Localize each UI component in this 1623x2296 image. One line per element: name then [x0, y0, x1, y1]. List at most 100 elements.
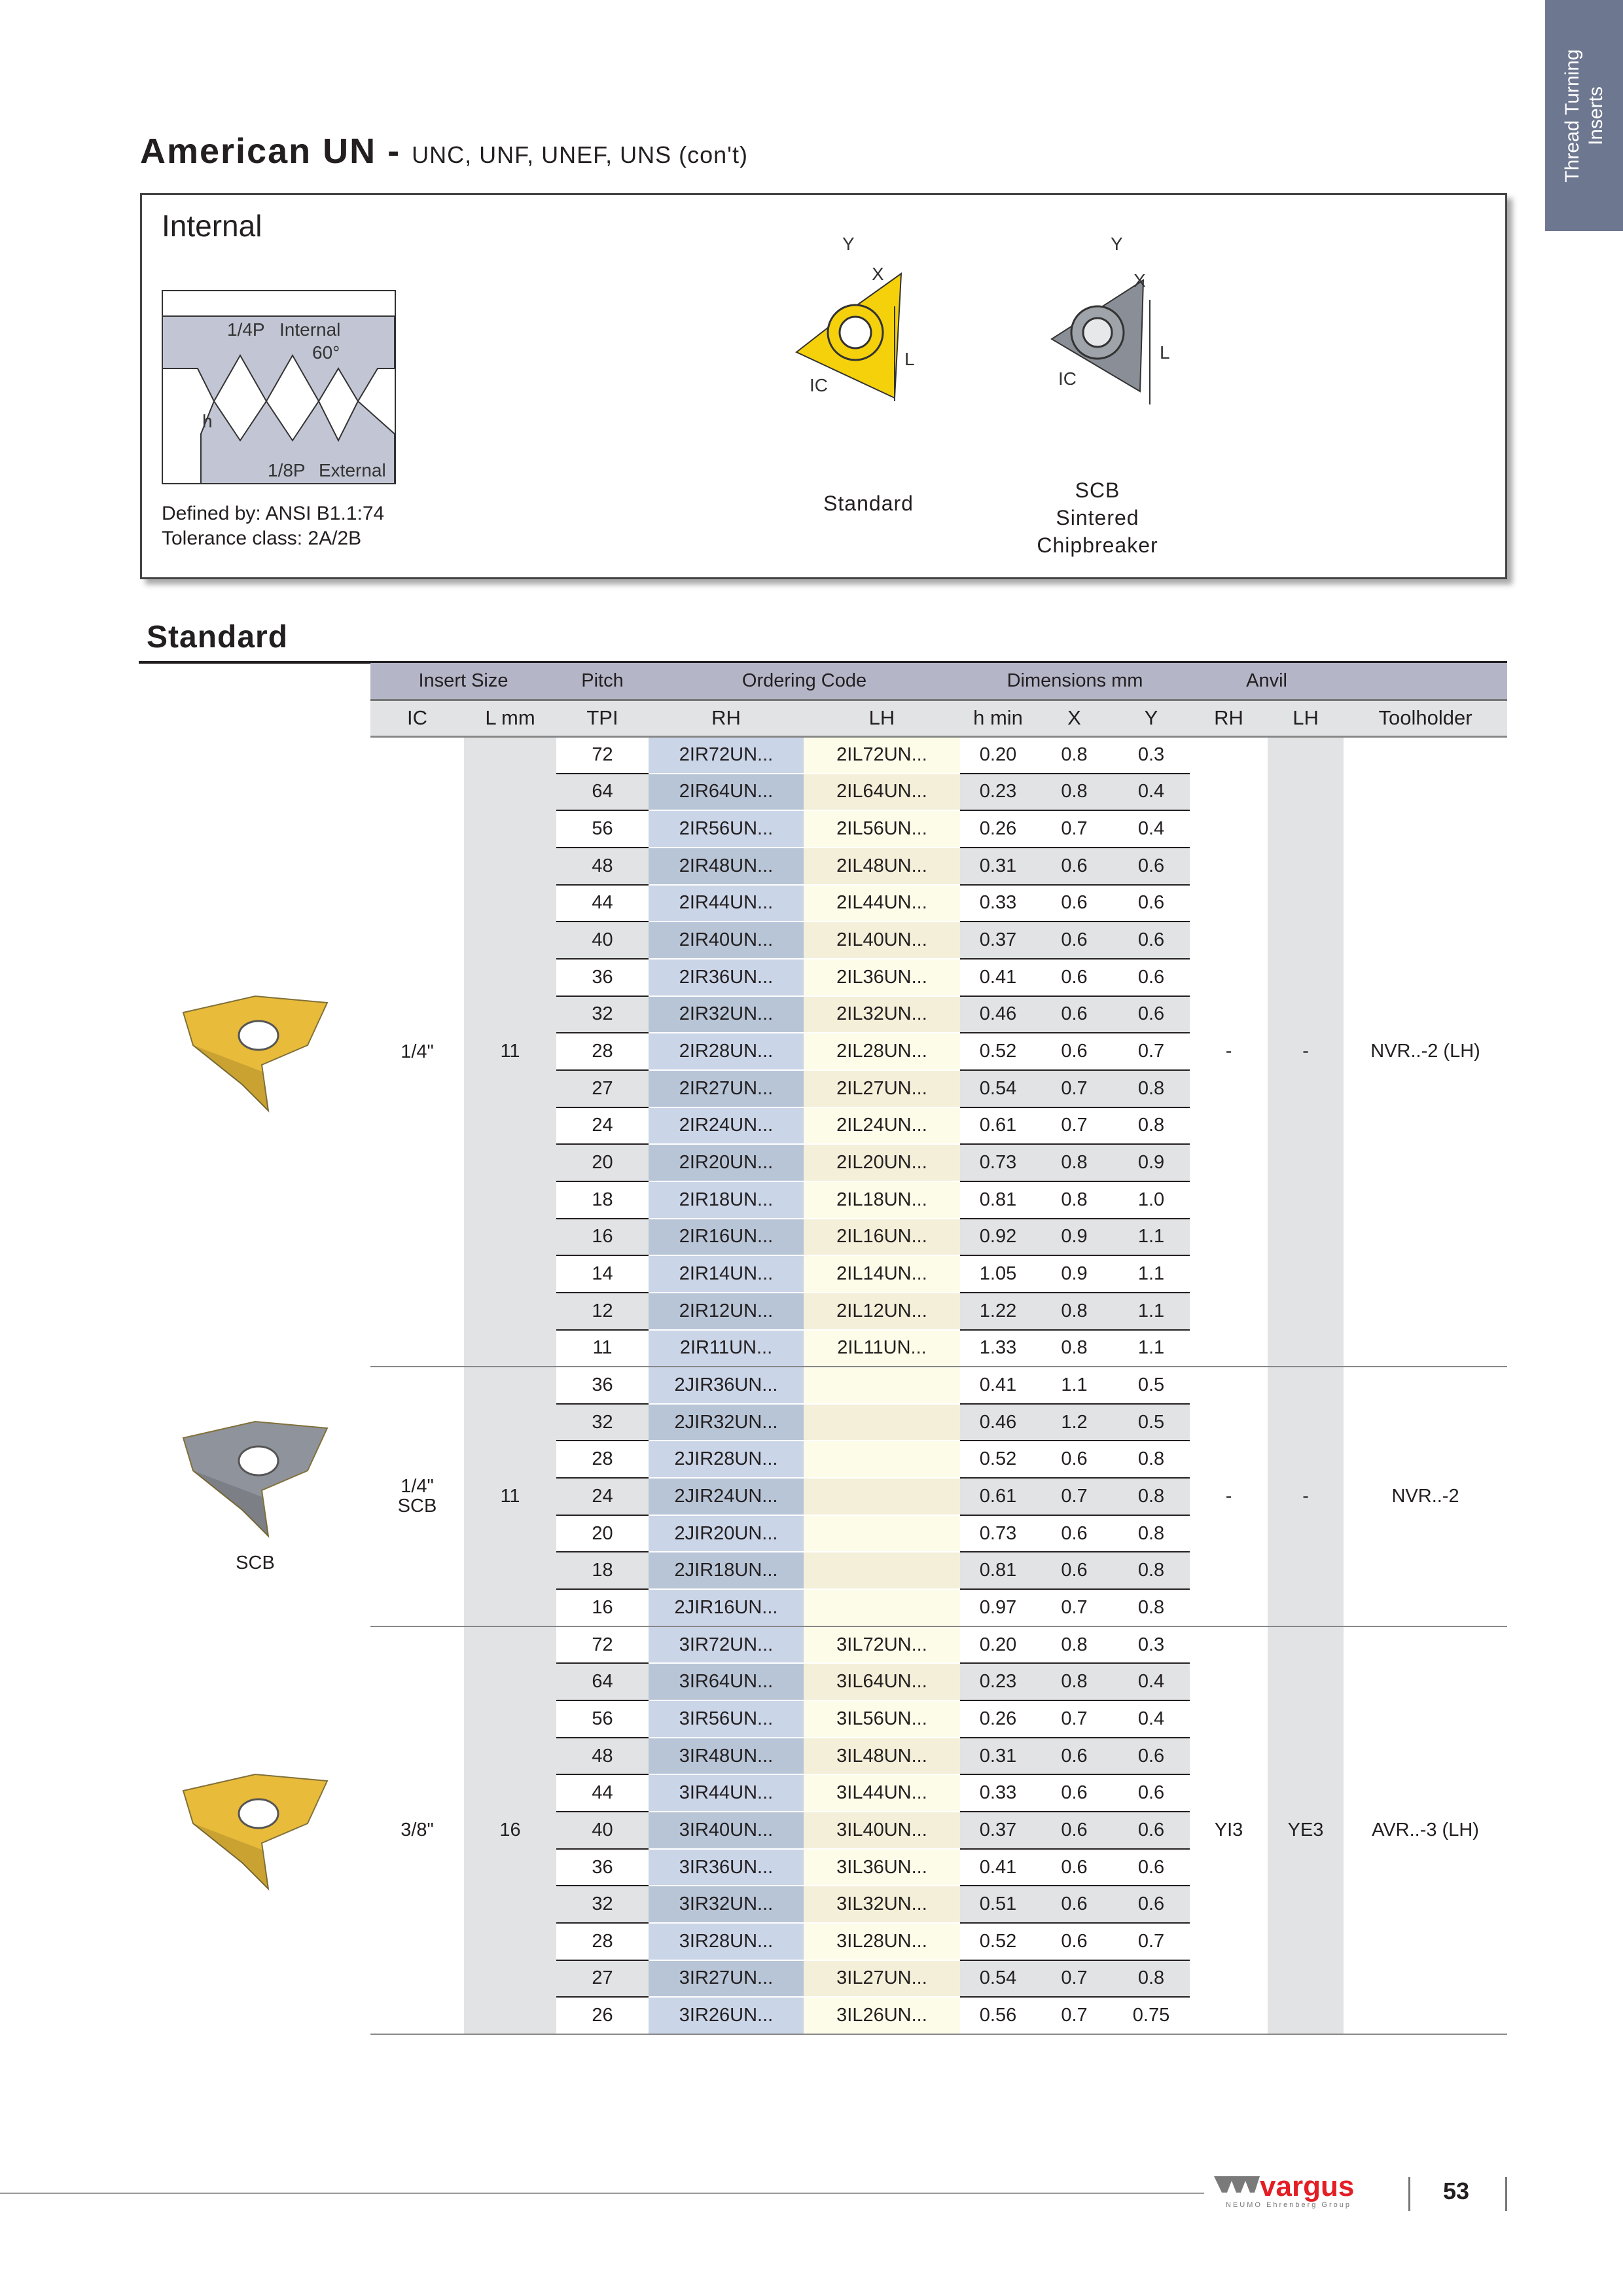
tpi-cell: 64: [556, 1663, 649, 1702]
rh-code-cell: 2IR27UN...: [649, 1069, 804, 1108]
h-min-cell: 0.23: [960, 1663, 1036, 1702]
y-cell: 1.1: [1113, 1218, 1190, 1257]
rh-code-cell: 2IR18UN...: [649, 1181, 804, 1219]
section-tab: Thread Turning Inserts: [1545, 0, 1623, 231]
table-row: 24 2IR24UN... 2IL24UN... 0.61 0.7 0.8: [370, 1107, 1507, 1145]
rh-code-cell: 3IR27UN...: [649, 1960, 804, 1998]
x-cell: 0.8: [1036, 736, 1113, 774]
x-cell: 0.6: [1036, 847, 1113, 886]
x-cell: 0.8: [1036, 1181, 1113, 1219]
table-row: 3/8" 16 72 3IR72UN... 3IL72UN... 0.20 0.8 0.3 YI…: [370, 1625, 1508, 2035]
lh-code-cell: [804, 1366, 960, 1405]
tpi-cell: 40: [556, 922, 649, 960]
tpi-cell: 26: [556, 1997, 649, 2035]
header-insert-size: Insert Size: [370, 663, 556, 701]
lh-code-cell: 3IL44UN...: [804, 1774, 960, 1813]
rh-code-cell: 2IR64UN...: [649, 773, 804, 812]
subheader-tpi: TPI: [556, 700, 649, 738]
rh-code-cell: 2JIR18UN...: [649, 1552, 804, 1590]
tpi-cell: 72: [556, 736, 649, 774]
dim-label-y: Y: [1111, 234, 1123, 254]
x-cell: 0.6: [1036, 1812, 1113, 1850]
h-min-cell: 0.61: [960, 1478, 1036, 1516]
section-divider: [139, 661, 1507, 664]
tolerance-class: Tolerance class: 2A/2B: [162, 528, 362, 549]
tpi-cell: 14: [556, 1255, 649, 1293]
label-external: External: [319, 460, 386, 480]
y-cell: 0.6: [1113, 958, 1190, 997]
y-cell: 0.5: [1113, 1366, 1190, 1405]
insert-image: SCB: [177, 1412, 334, 1574]
subheader-ic: IC: [370, 700, 464, 738]
info-box: Internal 1/4P Internal 60° h 1/8P Extern…: [140, 193, 1507, 579]
table-row: 36 2IR36UN... 2IL36UN... 0.41 0.6 0.6: [370, 958, 1507, 997]
anvil-lh-cell: YE3: [1268, 1625, 1344, 2035]
y-cell: 0.3: [1113, 736, 1190, 774]
table-row: 28 3IR28UN... 3IL28UN... 0.52 0.6 0.7: [370, 1923, 1507, 1961]
subheader-rh: RH: [1190, 700, 1268, 738]
table-row: 18 2IR18UN... 2IL18UN... 0.81 0.8 1.0: [370, 1181, 1507, 1219]
rh-code-cell: 2IR24UN...: [649, 1107, 804, 1145]
x-cell: 0.7: [1036, 1589, 1113, 1627]
x-cell: 0.8: [1036, 1144, 1113, 1182]
tpi-cell: 44: [556, 884, 649, 923]
tpi-cell: 48: [556, 1737, 649, 1776]
lh-code-cell: 3IL27UN...: [804, 1960, 960, 1998]
lh-code-cell: 3IL64UN...: [804, 1663, 960, 1702]
title-main: American UN -: [140, 132, 412, 171]
lh-code-cell: [804, 1441, 960, 1479]
rh-code-cell: 2IR36UN...: [649, 958, 804, 997]
y-cell: 0.8: [1113, 1441, 1190, 1479]
h-min-cell: 0.52: [960, 1033, 1036, 1071]
dim-label-l: L: [904, 349, 915, 369]
section-title: Standard: [147, 620, 289, 655]
lh-code-cell: 3IL32UN...: [804, 1886, 960, 1924]
toolholder-cell: NVR..-2: [1344, 1366, 1508, 1627]
x-cell: 0.7: [1036, 1107, 1113, 1145]
tpi-cell: 28: [556, 1923, 649, 1961]
anvil-rh-cell: -: [1190, 1366, 1268, 1627]
lh-code-cell: 2IL20UN...: [804, 1144, 960, 1182]
table-row: 27 3IR27UN... 3IL27UN... 0.54 0.7 0.8: [370, 1960, 1507, 1998]
tab-label: Inserts: [1584, 86, 1607, 145]
tpi-cell: 20: [556, 1515, 649, 1553]
table-row: 14 2IR14UN... 2IL14UN... 1.05 0.9 1.1: [370, 1255, 1507, 1293]
x-cell: 0.9: [1036, 1218, 1113, 1257]
h-min-cell: 0.46: [960, 1403, 1036, 1442]
subheader-toolholder: Toolholder: [1344, 700, 1508, 738]
x-cell: 0.6: [1036, 958, 1113, 997]
insert-image: [177, 1765, 334, 1899]
anvil-lh-cell: -: [1268, 1366, 1344, 1627]
x-cell: 1.1: [1036, 1366, 1113, 1405]
tpi-cell: 40: [556, 1812, 649, 1850]
h-min-cell: 1.05: [960, 1255, 1036, 1293]
table-row: 56 2IR56UN... 2IL56UN... 0.26 0.7 0.4: [370, 810, 1507, 848]
h-min-cell: 0.61: [960, 1107, 1036, 1145]
lh-code-cell: 2IL44UN...: [804, 884, 960, 923]
title-sub: UNC, UNF, UNEF, UNS (con't): [412, 141, 749, 168]
lh-code-cell: 3IL40UN...: [804, 1812, 960, 1850]
x-cell: 0.6: [1036, 1737, 1113, 1776]
h-min-cell: 0.37: [960, 922, 1036, 960]
table-row: 18 2JIR18UN... 0.81 0.6 0.8: [370, 1552, 1507, 1590]
y-cell: 0.6: [1113, 996, 1190, 1034]
rh-code-cell: 3IR48UN...: [649, 1737, 804, 1776]
y-cell: 0.6: [1113, 1737, 1190, 1776]
header-ordering-code: Ordering Code: [649, 663, 960, 701]
y-cell: 0.8: [1113, 1589, 1190, 1627]
subheader-lh: LH: [804, 700, 960, 738]
defined-by: Defined by: ANSI B1.1:74: [162, 503, 385, 524]
tpi-cell: 28: [556, 1441, 649, 1479]
table-row: 40 2IR40UN... 2IL40UN... 0.37 0.6 0.6: [370, 922, 1507, 960]
x-cell: 0.7: [1036, 1478, 1113, 1516]
lh-code-cell: 2IL64UN...: [804, 773, 960, 812]
table-row: 32 2JIR32UN... 0.46 1.2 0.5: [370, 1403, 1507, 1442]
page-number: 53: [1443, 2178, 1470, 2204]
table-row: 44 2IR44UN... 2IL44UN... 0.33 0.6 0.6: [370, 884, 1507, 923]
y-cell: 0.8: [1113, 1552, 1190, 1590]
tpi-cell: 56: [556, 810, 649, 848]
insert-image-label: SCB: [236, 1552, 275, 1573]
y-cell: 0.5: [1113, 1403, 1190, 1442]
scb-insert-drawing: L Y X IC: [1050, 234, 1170, 404]
x-cell: 0.6: [1036, 1886, 1113, 1924]
